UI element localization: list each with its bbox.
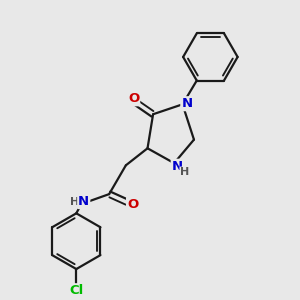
Text: O: O [128, 92, 139, 105]
Text: H: H [70, 196, 79, 207]
Text: Cl: Cl [69, 284, 83, 297]
Text: N: N [172, 160, 183, 173]
Text: N: N [78, 195, 89, 208]
Text: N: N [181, 97, 192, 110]
Text: O: O [127, 198, 138, 211]
Text: H: H [180, 167, 190, 177]
